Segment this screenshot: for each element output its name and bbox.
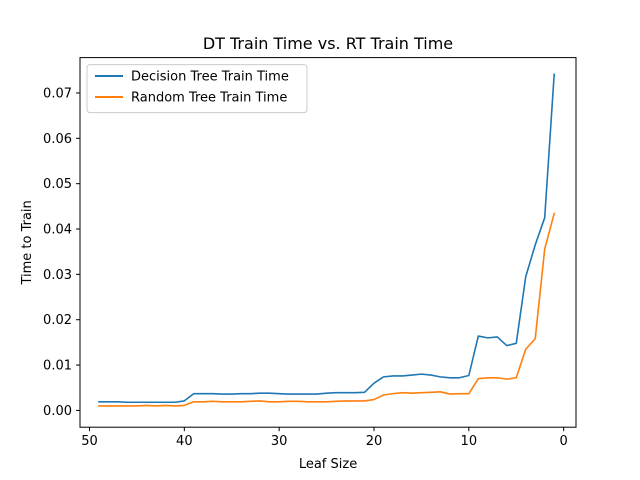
plot-frame [79,57,577,428]
x-tick-label: 20 [366,434,383,449]
chart-title: DT Train Time vs. RT Train Time [203,34,453,53]
x-axis-ticks: 50 40 30 20 10 0 [81,427,568,449]
x-tick-label: 30 [271,434,288,449]
x-tick-label: 0 [560,434,568,449]
y-tick-label: 0.03 [43,268,72,283]
y-tick-label: 0.06 [43,132,72,147]
y-axis-label: Time to Train [20,200,35,285]
series-line-0 [98,73,556,404]
legend: Decision Tree Train Time Random Tree Tra… [86,64,308,114]
y-tick-label: 0.02 [43,313,72,328]
y-tick-label: 0.07 [43,86,72,101]
series-layer [98,73,556,407]
legend-label-decision-tree: Decision Tree Train Time [131,70,289,85]
y-axis-ticks: 0.00 0.01 0.02 0.03 0.04 0.05 0.06 0.07 [43,86,80,419]
x-tick-label: 10 [461,434,478,449]
legend-label-random-tree: Random Tree Train Time [131,91,287,106]
x-tick-label: 40 [176,434,193,449]
y-tick-label: 0.05 [43,177,72,192]
x-axis-label: Leaf Size [299,457,357,472]
x-tick-label: 50 [81,434,98,449]
y-tick-label: 0.04 [43,223,72,238]
series-line-1 [98,212,556,407]
legend-box [86,64,308,114]
y-tick-label: 0.00 [43,404,72,419]
y-tick-label: 0.01 [43,359,72,374]
